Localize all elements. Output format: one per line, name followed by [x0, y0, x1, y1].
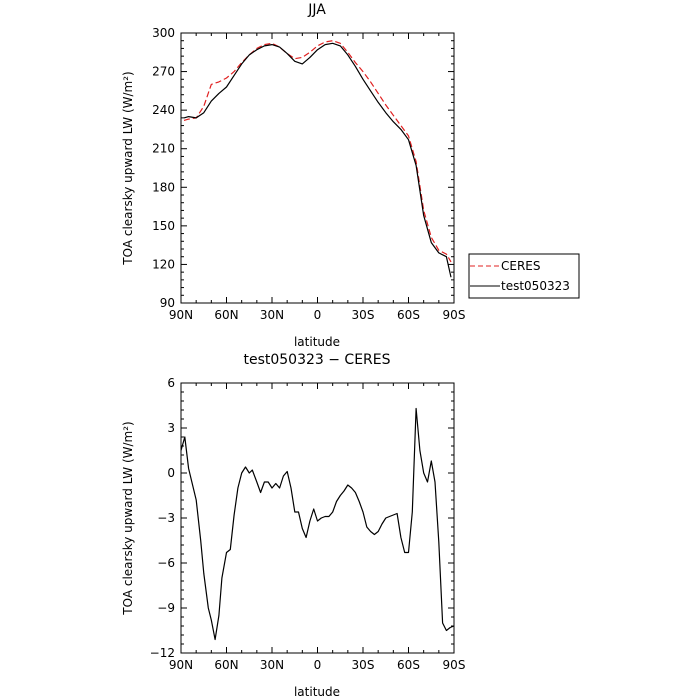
legend: CERES test050323	[468, 253, 580, 299]
bottom-chart-y-tick-label: 6	[167, 376, 175, 390]
top-chart-y-tick-label: 90	[160, 296, 175, 310]
bottom-chart-xlabel: latitude	[294, 685, 340, 699]
top-chart-x-tick-label: 60N	[214, 308, 238, 322]
bottom-chart-ylabel: TOA clearsky upward LW (W/m²)	[121, 421, 135, 615]
legend-box	[468, 253, 580, 299]
bottom-chart-y-tick-label: −9	[157, 601, 175, 615]
bottom-chart-frame	[180, 382, 455, 654]
bottom-chart-y-tick-label: 3	[167, 421, 175, 435]
top-chart: JJA TOA clearsky upward LW (W/m²) latitu…	[121, 2, 465, 349]
bottom-chart-x-tick-label: 0	[314, 658, 322, 672]
top-chart-x-tick-label: 60S	[397, 308, 420, 322]
bottom-chart-x-tick-label: 30S	[352, 658, 375, 672]
top-chart-xlabel: latitude	[294, 335, 340, 349]
bottom-chart-series-line0	[180, 407, 455, 641]
top-chart-x-tick-label: 90N	[169, 308, 193, 322]
top-chart-series-test050323	[183, 42, 452, 278]
bottom-chart-plot-area: 90N 60N 30N 0 30S 60S 90S −12 −9 −6 −3 0 3 6	[150, 376, 466, 672]
top-chart-plot-area: 90N 60N 30N 0 30S 60S 90S 90 120 150 180 210 240 270 3…	[152, 26, 465, 322]
bottom-chart-x-tick-label: 60N	[214, 658, 238, 672]
bottom-chart-title: test050323 − CERES	[243, 352, 390, 368]
top-chart-x-tick-label: 0	[314, 308, 322, 322]
bottom-chart-x-tick-label: 30N	[260, 658, 284, 672]
top-chart-y-tick-label: 270	[152, 65, 175, 79]
bottom-chart-x-tick-label: 90S	[443, 658, 466, 672]
top-chart-y-tick-label: 150	[152, 219, 175, 233]
top-chart-y-tick-label: 180	[152, 180, 175, 194]
bottom-chart-y-tick-label: −12	[150, 646, 175, 660]
top-chart-x-tick-label: 90S	[443, 308, 466, 322]
top-chart-series-ceres	[183, 40, 452, 263]
top-chart-title: JJA	[307, 2, 326, 18]
top-chart-ylabel: TOA clearsky upward LW (W/m²)	[121, 71, 135, 265]
top-chart-frame	[180, 32, 455, 304]
top-chart-x-tick-label: 30N	[260, 308, 284, 322]
legend-label-ceres: CERES	[501, 259, 541, 273]
bottom-chart-y-tick-label: 0	[167, 466, 175, 480]
top-chart-y-tick-label: 120	[152, 257, 175, 271]
bottom-chart-x-tick-label: 90N	[169, 658, 193, 672]
top-chart-x-tick-label: 30S	[352, 308, 375, 322]
top-chart-y-tick-label: 300	[152, 26, 175, 40]
bottom-chart-y-tick-label: −3	[157, 511, 175, 525]
legend-label-test050323: test050323	[501, 279, 570, 293]
top-chart-y-tick-label: 240	[152, 103, 175, 117]
bottom-chart: test050323 − CERES TOA clearsky upward L…	[121, 352, 465, 699]
bottom-chart-y-tick-label: −6	[157, 556, 175, 570]
top-chart-y-tick-label: 210	[152, 142, 175, 156]
bottom-chart-x-tick-label: 60S	[397, 658, 420, 672]
